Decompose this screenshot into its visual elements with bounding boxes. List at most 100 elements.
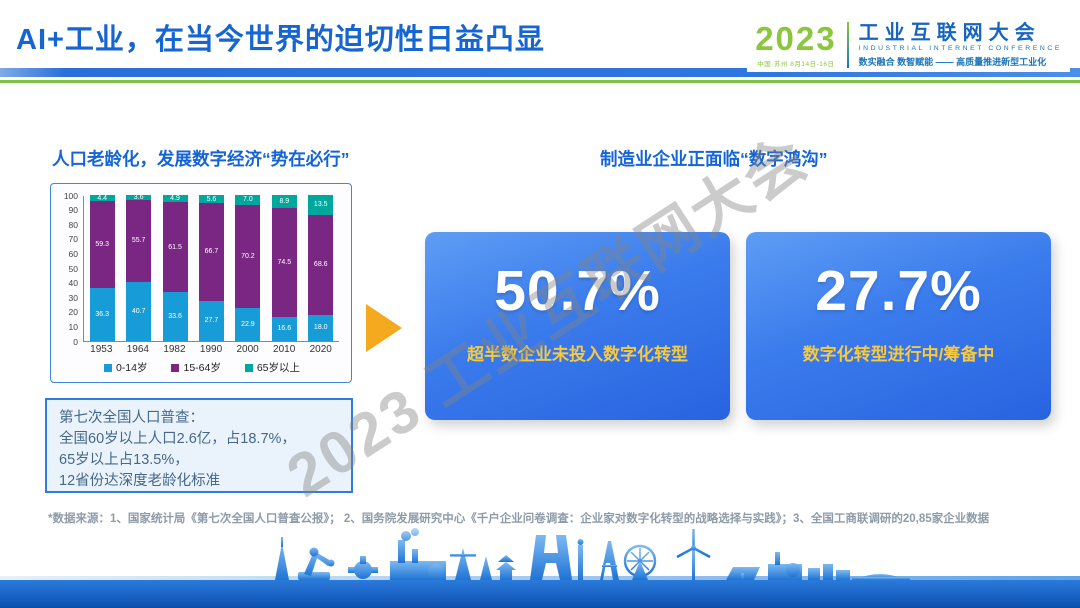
bar-value-label: 4.9 <box>170 195 180 203</box>
y-tick-label: 100 <box>63 190 78 201</box>
legend-label: 65岁以上 <box>256 362 301 374</box>
bar-value-label: 8.9 <box>279 198 290 205</box>
bar-2000: 22.9 70.2 7.0 <box>235 194 261 341</box>
chart-x-labels: 1953 1964 1982 1990 2000 2010 2020 <box>83 344 339 355</box>
stat-card-not-invested: 50.7% 超半数企业未投入数字化转型 <box>425 232 730 420</box>
stat-card-in-progress: 27.7% 数字化转型进行中/筹备中 <box>746 232 1051 420</box>
logo-venue: 中国·苏州 8月14日-16日 <box>757 61 835 68</box>
page-title: AI+工业，在当今世界的迫切性日益凸显 <box>16 24 545 56</box>
logo-name-block: 工业互联网大会 INDUSTRIAL INTERNET CONFERENCE 数… <box>859 22 1062 68</box>
bar-value-label: 5.6 <box>206 195 217 203</box>
conference-logo: 2023 中国·苏州 8月14日-16日 工业互联网大会 INDUSTRIAL … <box>747 18 1070 72</box>
bar-segment: 33.6 <box>162 291 188 341</box>
y-tick-label: 30 <box>68 292 78 303</box>
y-tick-label: 50 <box>68 263 78 274</box>
x-tick-label: 2000 <box>236 344 259 355</box>
stat-value: 50.7% <box>494 259 661 323</box>
city-skyline-decoration <box>0 528 1080 608</box>
y-tick-label: 90 <box>68 205 78 216</box>
right-section-heading: 制造业企业正面临“数字鸿沟” <box>600 149 828 169</box>
bar-value-label: 4.4 <box>97 194 108 202</box>
logo-name-cn: 工业互联网大会 <box>858 22 1041 44</box>
bar-segment: 4.9 <box>162 195 188 203</box>
bar-1990: 27.7 66.7 5.6 <box>198 195 224 341</box>
left-section-heading: 人口老龄化，发展数字经济“势在必行” <box>52 149 350 169</box>
bar-segment: 61.5 <box>162 202 188 292</box>
y-tick-label: 80 <box>68 219 78 230</box>
legend-label: 15-64岁 <box>183 362 221 374</box>
y-tick-label: 20 <box>68 307 78 318</box>
note-line: 全国60岁以上人口2.6亿，占18.7%， <box>59 431 296 448</box>
chart-row: 0 10 20 30 40 50 60 70 80 90 100 36.3 59.3 4.4 40.7 55… <box>59 191 345 346</box>
bar-2020: 18.0 68.6 13.5 <box>308 194 334 341</box>
bar-1982: 33.6 61.5 4.9 <box>162 195 188 341</box>
bar-segment: 4.4 <box>89 194 115 202</box>
logo-divider <box>846 22 849 68</box>
stat-label: 数字化转型进行中/筹备中 <box>802 345 995 364</box>
bar-segment: 36.3 <box>89 288 115 341</box>
bar-segment: 27.7 <box>198 300 224 341</box>
arrow-right-icon <box>366 304 402 352</box>
note-line: 65岁以上占13.5%， <box>59 452 189 469</box>
bar-value-label: 74.5 <box>277 258 292 266</box>
bar-segment: 55.7 <box>126 200 152 282</box>
y-tick-label: 0 <box>73 336 78 347</box>
bar-segment: 66.7 <box>198 203 224 301</box>
legend-swatch <box>103 363 112 372</box>
bar-value-label: 33.6 <box>168 312 182 320</box>
chart-legend: 0-14岁 15-64岁 65岁以上 <box>59 360 345 375</box>
x-tick-label: 2020 <box>309 344 332 355</box>
skyline-silhouette <box>275 528 910 580</box>
x-tick-label: 1953 <box>90 344 113 355</box>
legend-item: 0-14岁 <box>103 360 148 375</box>
legend-item: 15-64岁 <box>171 360 221 375</box>
legend-item: 65岁以上 <box>244 360 301 375</box>
bar-segment: 68.6 <box>308 214 334 315</box>
x-tick-label: 1982 <box>163 344 186 355</box>
population-chart-panel: 0 10 20 30 40 50 60 70 80 90 100 36.3 59.3 4.4 40.7 55… <box>50 183 352 383</box>
bar-value-label: 40.7 <box>131 307 146 315</box>
logo-name-en: INDUSTRIAL INTERNET CONFERENCE <box>858 45 1062 52</box>
footnote: *数据来源：1、国家统计局《第七次全国人口普查公报》； 2、国务院发展研究中心《… <box>48 513 990 525</box>
bar-value-label: 55.7 <box>131 237 146 245</box>
legend-swatch <box>171 363 180 372</box>
note-line: 第七次全国人口普查： <box>59 410 204 426</box>
bar-segment: 8.9 <box>271 195 297 208</box>
bar-value-label: 18.0 <box>313 324 328 332</box>
logo-year: 2023 <box>755 20 837 57</box>
chart-y-axis: 0 10 20 30 40 50 60 70 80 90 100 <box>59 191 83 345</box>
bar-segment: 40.7 <box>126 281 152 341</box>
header-rule-blue <box>0 68 1080 77</box>
bar-value-label: 27.7 <box>204 317 219 325</box>
bar-value-label: 68.6 <box>313 261 328 269</box>
logo-tagline: 数实融合 数智赋能 —— 高质量推进新型工业化 <box>858 57 1047 67</box>
bar-segment: 7.0 <box>235 194 261 206</box>
legend-label: 0-14岁 <box>115 362 148 374</box>
logo-year-block: 2023 中国·苏州 8月14日-16日 <box>755 22 836 68</box>
bar-segment: 22.9 <box>235 307 261 341</box>
bar-value-label: 70.2 <box>241 252 255 260</box>
bar-value-label: 61.5 <box>168 243 182 251</box>
bar-1953: 36.3 59.3 4.4 <box>89 194 115 341</box>
x-tick-label: 1990 <box>199 344 223 355</box>
bar-1964: 40.7 55.7 3.6 <box>126 194 152 341</box>
bar-segment: 16.6 <box>271 316 297 341</box>
bar-2010: 16.6 74.5 8.9 <box>271 195 297 341</box>
bar-segment: 3.6 <box>126 194 152 201</box>
bar-segment: 18.0 <box>308 314 334 341</box>
y-tick-label: 60 <box>68 248 78 259</box>
bar-segment: 59.3 <box>89 201 115 289</box>
y-tick-label: 10 <box>68 321 78 332</box>
bar-segment: 70.2 <box>235 205 261 308</box>
bar-segment: 13.5 <box>308 194 334 215</box>
x-tick-label: 1964 <box>126 344 149 355</box>
water-band <box>0 580 1080 608</box>
legend-swatch <box>244 363 253 372</box>
bar-value-label: 66.7 <box>204 248 219 256</box>
bar-value-label: 36.3 <box>95 311 110 318</box>
y-tick-label: 40 <box>68 278 78 289</box>
y-tick-label: 70 <box>68 234 78 245</box>
stat-label: 超半数企业未投入数字化转型 <box>467 345 688 364</box>
note-line: 12省份达深度老龄化标准 <box>59 473 221 490</box>
